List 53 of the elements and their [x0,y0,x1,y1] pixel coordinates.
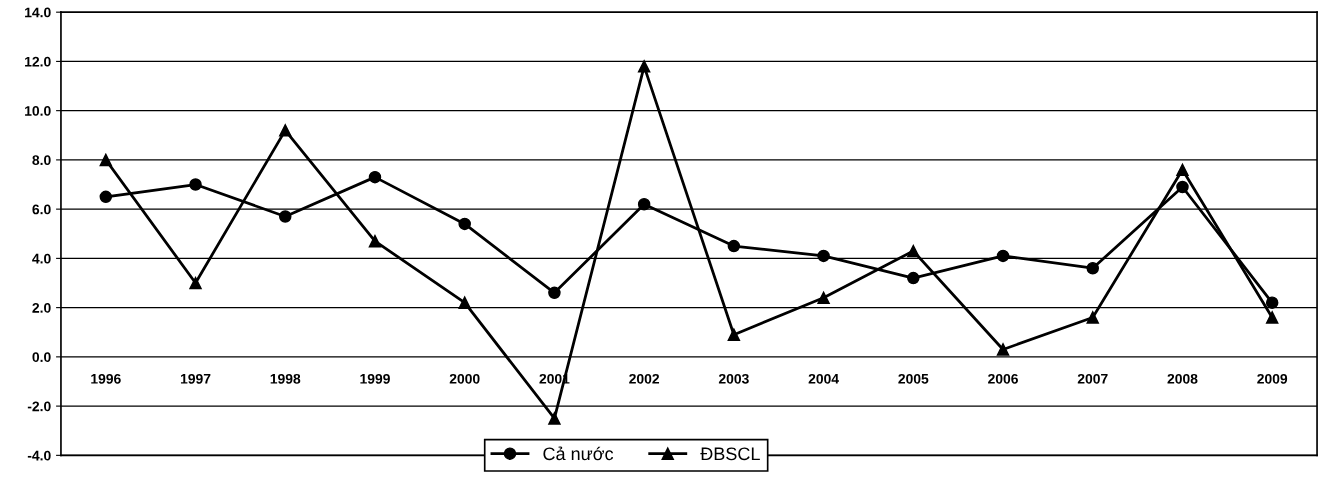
x-tick-label: 2008 [1167,373,1198,384]
point [1176,180,1189,194]
point [637,197,651,211]
point [279,124,292,137]
point [996,249,1010,263]
y-tick-label: -2.0 [27,401,51,412]
point [996,343,1010,356]
x-tick-label: 2005 [898,373,929,384]
x-tick-label: 2007 [1077,373,1108,384]
point [189,178,202,191]
point [1086,261,1099,275]
point [548,286,561,300]
y-tick-label: 8.0 [32,155,51,166]
x-tick-label: 1999 [360,373,390,384]
point [458,296,471,309]
y-tick-label: 4.0 [32,253,51,264]
x-tick-label: 2009 [1257,373,1288,384]
point [99,190,113,204]
point [1265,311,1279,324]
point [1176,163,1189,176]
x-tick-label: 2002 [629,373,660,384]
point [817,291,830,305]
point [727,239,741,253]
y-tick-label: 12.0 [25,56,51,67]
point [1265,296,1279,309]
legend-label: Cả nước [543,446,614,461]
point [189,276,202,290]
point [458,217,471,231]
point [637,60,651,73]
x-tick-label: 1996 [91,373,121,384]
point [907,271,920,285]
x-tick-label: 1998 [270,373,301,384]
point [368,234,382,248]
y-tick-label: -4.0 [27,450,51,461]
x-tick-label: 1997 [180,373,211,384]
point [727,328,741,341]
x-tick-label: 2000 [449,373,480,384]
y-tick-label: 6.0 [32,204,51,215]
point [279,210,292,223]
point [817,249,830,263]
point [368,170,382,184]
y-tick-label: 2.0 [32,302,51,313]
y-tick-label: 14.0 [25,7,51,18]
x-tick-label: 2004 [808,373,839,384]
x-tick-label: 2006 [988,373,1018,384]
y-tick-label: 0.0 [32,352,51,363]
x-tick-label: 2003 [718,373,749,384]
point [548,412,561,425]
legend-label: ĐBSCL [700,447,760,461]
point [907,244,920,258]
y-tick-label: 10.0 [25,105,51,116]
point [99,153,113,167]
point [1086,311,1099,324]
